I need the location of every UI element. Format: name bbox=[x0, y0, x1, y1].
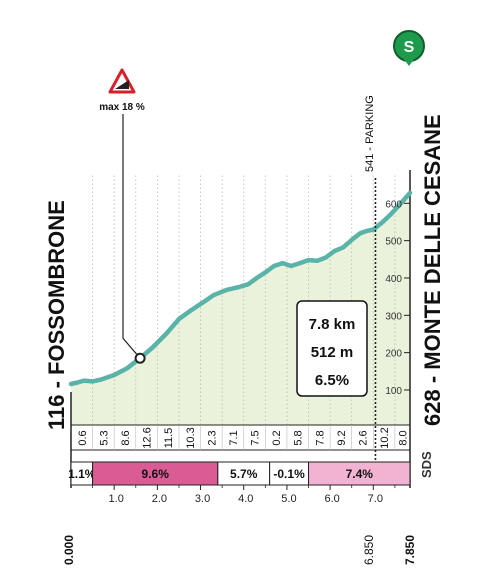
segment-gradient-label: 2.6 bbox=[357, 430, 369, 445]
segment-gradient-label: 7.8 bbox=[314, 430, 326, 445]
x-start-label: 0.000 bbox=[62, 535, 76, 565]
x-tick-label: 2.0 bbox=[152, 493, 167, 505]
profile-line bbox=[68, 190, 413, 387]
x-tick-label: 7.0 bbox=[368, 493, 383, 505]
x-tick-label: 6.0 bbox=[324, 493, 339, 505]
segment-gradient-label: 8.6 bbox=[120, 430, 132, 445]
segment-gradient-label: 0.2 bbox=[271, 430, 283, 445]
gradient-band-label: 1.1% bbox=[68, 467, 96, 481]
parking-label: 541 - PARKING bbox=[364, 95, 376, 172]
max-gradient-marker: max 18 % bbox=[99, 68, 146, 364]
y-tick-label: 100 bbox=[385, 386, 402, 397]
segment-gradient-label: 5.8 bbox=[293, 430, 305, 445]
y-tick-label: 600 bbox=[385, 199, 402, 210]
gradient-band-label: 7.4% bbox=[346, 467, 374, 481]
segment-gradient-label: 7.5 bbox=[250, 430, 262, 445]
gradient-band-label: -0.1% bbox=[273, 467, 305, 481]
segment-gradient-label: 11.5 bbox=[163, 428, 175, 449]
gradient-band-strip: 1.1% 9.6% 5.7% -0.1% 7.4% bbox=[68, 461, 411, 486]
y-tick-label: 500 bbox=[385, 237, 402, 248]
x-tick-label: 4.0 bbox=[238, 493, 253, 505]
max-gradient-point bbox=[134, 352, 146, 364]
summary-distance: 7.8 km bbox=[309, 316, 356, 333]
segment-gradient-label: 5.3 bbox=[98, 430, 110, 445]
finish-icon: S bbox=[393, 30, 425, 66]
segment-gradient-label: 0.6 bbox=[77, 430, 89, 445]
segment-gradient-label: 10.2 bbox=[379, 427, 391, 448]
segment-gradient-label: 8.0 bbox=[397, 430, 409, 445]
sds-logo: SDS bbox=[419, 451, 434, 478]
segment-gradient-label: 2.3 bbox=[206, 430, 218, 445]
gradient-band-label: 5.7% bbox=[230, 467, 258, 481]
gradient-band-label: 9.6% bbox=[142, 467, 170, 481]
segment-gradient-label: 12.6 bbox=[142, 427, 154, 448]
y-tick-layer: 100 200 300 400 500 600 bbox=[385, 199, 410, 397]
x-tick-label: 5.0 bbox=[281, 493, 296, 505]
end-label: 628 - MONTE DELLE CESANE bbox=[420, 114, 445, 426]
segment-gradient-label: 7.1 bbox=[228, 430, 240, 445]
summary-avg-gradient: 6.5% bbox=[315, 372, 349, 389]
segment-gradient-labels: 0.6 5.3 8.6 12.6 11.5 10.3 2.3 7.1 7.5 0.2 5.8 7.8 9… bbox=[77, 425, 409, 450]
x-tick-layer: 1.0 2.0 3.0 4.0 5.0 6.0 7.0 bbox=[70, 484, 411, 505]
max-gradient-leader-line bbox=[122, 114, 141, 359]
finish-icon-letter: S bbox=[404, 39, 415, 56]
x-extra-label: 6.850 bbox=[362, 535, 376, 565]
summary-elevation-gain: 512 m bbox=[311, 344, 354, 361]
y-tick-label: 400 bbox=[385, 274, 402, 285]
warning-steep-climb-icon bbox=[108, 68, 136, 94]
x-end-label: 7.850 bbox=[403, 535, 417, 565]
y-tick-label: 300 bbox=[385, 311, 402, 322]
x-tick-label: 1.0 bbox=[109, 493, 124, 505]
y-tick-label: 200 bbox=[385, 349, 402, 360]
profile-line-layer bbox=[68, 190, 413, 387]
max-gradient-label: max 18 % bbox=[99, 102, 145, 113]
x-tick-label: 3.0 bbox=[195, 493, 210, 505]
start-label: 116 - FOSSOMBRONE bbox=[44, 200, 69, 430]
segment-gradient-label: 9.2 bbox=[336, 430, 348, 445]
summary-box: 7.8 km 512 m 6.5% bbox=[296, 300, 368, 397]
segment-gradient-label: 10.3 bbox=[185, 427, 197, 448]
